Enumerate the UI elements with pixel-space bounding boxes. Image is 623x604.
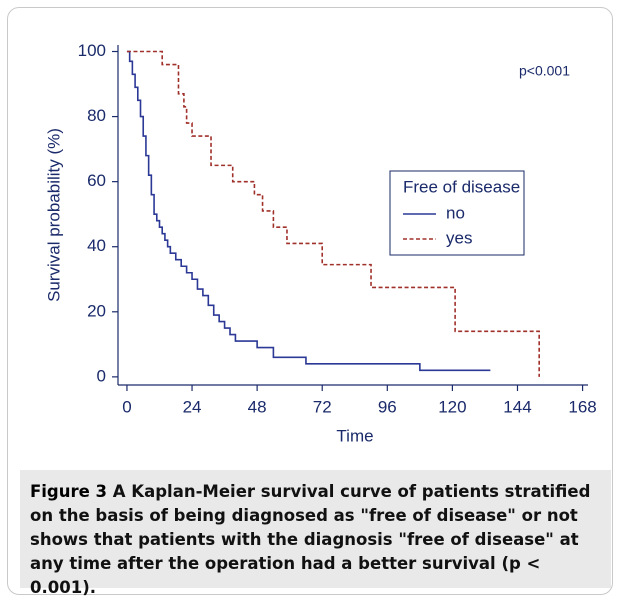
legend-label: no (446, 203, 465, 222)
survival-curve (126, 50, 540, 377)
legend-title: Free of disease (403, 177, 520, 196)
x-tick-label: 96 (378, 397, 397, 416)
annotation: p<0.001 (519, 63, 570, 79)
survival-curve (126, 50, 491, 372)
caption-label: Figure 3 (30, 482, 108, 501)
y-tick-label: 80 (87, 106, 106, 125)
legend-box (389, 170, 525, 256)
x-tick-label: 120 (438, 397, 466, 416)
caption-text: A Kaplan-Meier survival curve of patient… (30, 482, 591, 597)
x-tick-label: 144 (503, 397, 531, 416)
x-axis-title: Time (336, 426, 373, 445)
y-axis-title: Survival probability (%) (44, 128, 63, 302)
y-tick-label: 0 (97, 366, 106, 385)
x-tick-label: 168 (568, 397, 596, 416)
y-tick-label: 40 (87, 236, 106, 255)
y-tick-label: 60 (87, 171, 106, 190)
y-tick-label: 100 (78, 41, 106, 60)
x-tick-label: 0 (122, 397, 131, 416)
x-tick-label: 48 (248, 397, 267, 416)
frame (7, 7, 613, 595)
y-tick-label: 20 (87, 301, 106, 320)
x-tick-label: 72 (313, 397, 332, 416)
legend-label: yes (446, 228, 472, 247)
x-tick-label: 24 (183, 397, 202, 416)
chart: Survival probability (%) Time p<0.001 Fr… (44, 41, 596, 445)
caption: Figure 3 A Kaplan-Meier survival curve o… (20, 470, 611, 597)
